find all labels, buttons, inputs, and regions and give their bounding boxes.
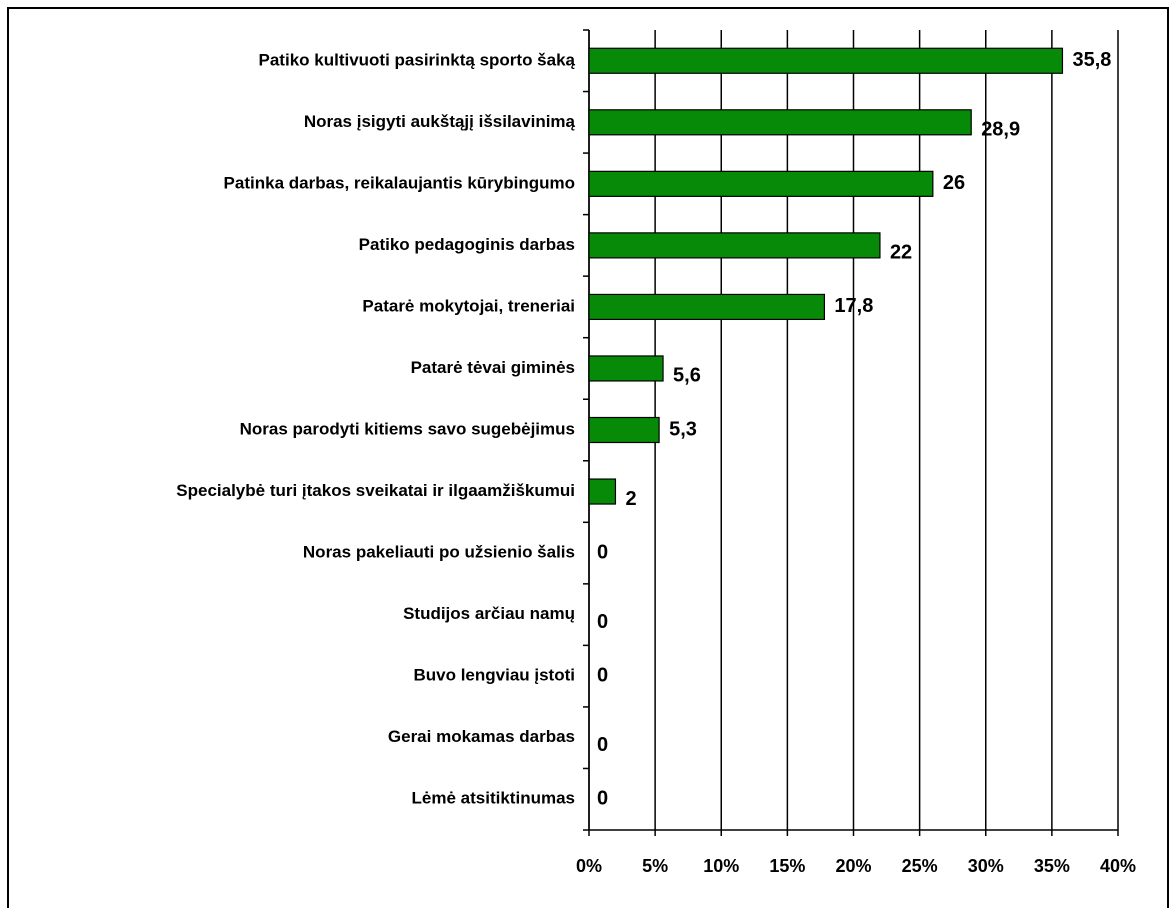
value-label: 28,9 — [981, 119, 1020, 141]
value-label: 0 — [597, 734, 608, 756]
category-label: Studijos arčiau namų — [403, 604, 575, 623]
value-label: 0 — [597, 541, 608, 563]
x-tick-label: 40% — [1100, 856, 1136, 876]
value-label: 5,3 — [669, 418, 697, 440]
category-label: Patiko pedagoginis darbas — [359, 235, 575, 254]
bar — [588, 355, 664, 382]
value-label: 0 — [597, 611, 608, 633]
bar — [588, 293, 826, 321]
x-tick-label: 30% — [968, 856, 1004, 876]
category-label: Patarė tėvai giminės — [411, 358, 575, 377]
category-label: Patarė mokytojai, treneriai — [362, 296, 575, 315]
category-label: Specialybė turi įtakos sveikatai ir ilga… — [176, 481, 575, 500]
bar — [588, 478, 617, 505]
x-tick-label: 10% — [703, 856, 739, 876]
category-label: Patinka darbas, reikalaujantis kūrybingu… — [224, 173, 575, 192]
category-label: Noras parodyti kitiems savo sugebėjimus — [240, 419, 575, 438]
category-label: Buvo lengviau įstoti — [413, 666, 575, 685]
bar — [588, 232, 881, 259]
category-label: Gerai mokamas darbas — [388, 727, 575, 746]
category-label: Patiko kultivuoti pasirinktą sporto šaką — [259, 50, 576, 69]
x-tick-label: 15% — [769, 856, 805, 876]
x-tick-label: 35% — [1034, 856, 1070, 876]
value-label: 2 — [625, 488, 636, 510]
value-label: 35,8 — [1072, 49, 1111, 71]
value-label: 22 — [890, 242, 912, 264]
bar — [588, 109, 972, 136]
bar — [588, 170, 934, 197]
value-label: 26 — [943, 172, 965, 194]
category-label: Lėmė atsitiktinumas — [412, 789, 575, 808]
bar — [588, 416, 660, 444]
category-label: Noras pakeliauti po užsienio šalis — [303, 543, 575, 562]
x-tick-label: 20% — [835, 856, 871, 876]
value-label: 0 — [597, 664, 608, 686]
frame — [7, 7, 1169, 908]
x-tick-label: 25% — [902, 856, 938, 876]
x-tick-label: 5% — [642, 856, 668, 876]
x-tick-label: 0% — [576, 856, 602, 876]
category-label: Noras įsigyti aukštąjį išsilavinimą — [304, 112, 576, 131]
value-label: 0 — [597, 788, 608, 810]
bar — [588, 47, 1064, 74]
value-label: 5,6 — [673, 365, 701, 387]
value-label: 17,8 — [834, 295, 873, 317]
